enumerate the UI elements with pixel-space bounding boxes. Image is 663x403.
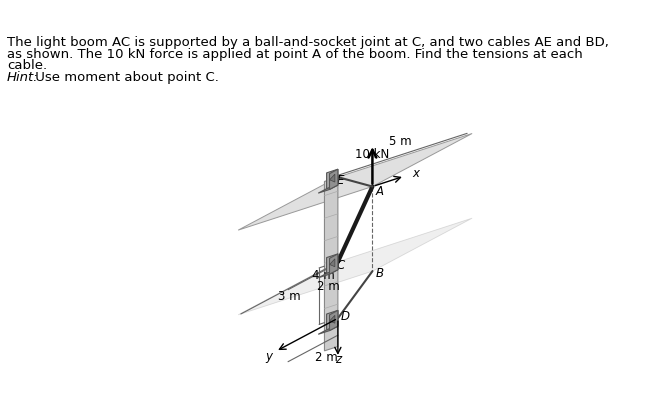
Text: 5 m: 5 m xyxy=(389,135,411,148)
Text: 2 m: 2 m xyxy=(317,280,340,293)
Text: x: x xyxy=(412,167,420,180)
Text: E: E xyxy=(337,174,344,187)
Text: cable.: cable. xyxy=(7,59,47,72)
Polygon shape xyxy=(330,169,338,189)
Polygon shape xyxy=(318,185,338,193)
Polygon shape xyxy=(327,310,338,330)
Polygon shape xyxy=(330,310,338,330)
Text: C: C xyxy=(337,259,345,272)
Text: A: A xyxy=(375,185,383,198)
Text: z: z xyxy=(335,353,341,366)
Polygon shape xyxy=(330,259,335,267)
Text: 3 m: 3 m xyxy=(278,290,300,303)
Polygon shape xyxy=(238,218,472,315)
Polygon shape xyxy=(318,270,338,278)
Text: 4 m: 4 m xyxy=(312,269,335,283)
Polygon shape xyxy=(318,326,338,334)
Text: y: y xyxy=(266,350,272,363)
Text: The light boom AC is supported by a ball-and-socket joint at C, and two cables A: The light boom AC is supported by a ball… xyxy=(7,36,609,49)
Polygon shape xyxy=(327,254,338,273)
Polygon shape xyxy=(238,133,472,230)
Text: as shown. The 10 kN force is applied at point A of the boom. Find the tensions a: as shown. The 10 kN force is applied at … xyxy=(7,48,583,60)
Text: Use moment about point C.: Use moment about point C. xyxy=(30,71,219,84)
Text: 10 kN: 10 kN xyxy=(355,147,390,160)
Polygon shape xyxy=(324,177,338,351)
Polygon shape xyxy=(330,315,335,323)
Text: 2 m: 2 m xyxy=(315,351,337,364)
Polygon shape xyxy=(330,174,335,182)
Text: B: B xyxy=(375,267,383,280)
Text: D: D xyxy=(341,310,349,323)
Polygon shape xyxy=(330,254,338,274)
Text: Hint:: Hint: xyxy=(7,71,38,84)
Polygon shape xyxy=(327,169,338,189)
